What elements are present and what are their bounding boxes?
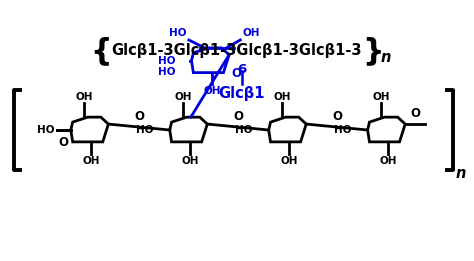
Text: {: { <box>91 36 112 65</box>
Text: OH: OH <box>75 92 93 102</box>
Text: Glcβ1: Glcβ1 <box>219 86 265 102</box>
Text: HO: HO <box>235 125 253 135</box>
Text: OH: OH <box>273 92 291 102</box>
Text: OH: OH <box>83 156 100 166</box>
Text: Glcβ1-3Glcβ1-3Glcβ1-3Glcβ1-3: Glcβ1-3Glcβ1-3Glcβ1-3Glcβ1-3 <box>112 43 362 58</box>
Text: O: O <box>233 110 243 123</box>
Text: OH: OH <box>174 92 191 102</box>
Text: HO: HO <box>37 125 55 135</box>
Text: HO: HO <box>169 28 187 38</box>
Text: n: n <box>456 166 466 181</box>
Text: OH: OH <box>182 156 199 166</box>
Text: OH: OH <box>203 86 221 97</box>
Text: OH: OH <box>372 92 390 102</box>
Text: O: O <box>332 110 342 123</box>
Text: HO: HO <box>137 125 154 135</box>
Text: O: O <box>231 67 241 80</box>
Text: }: } <box>363 36 384 65</box>
Text: OH: OH <box>242 28 260 38</box>
Text: O: O <box>134 110 144 123</box>
Text: O: O <box>59 136 69 149</box>
Text: HO: HO <box>158 56 176 66</box>
Text: OH: OH <box>380 156 397 166</box>
Text: HO: HO <box>334 125 352 135</box>
Text: OH: OH <box>281 156 298 166</box>
Text: O: O <box>410 107 420 120</box>
Text: n: n <box>381 50 391 65</box>
Text: HO: HO <box>158 67 176 77</box>
Text: 6: 6 <box>237 63 246 76</box>
